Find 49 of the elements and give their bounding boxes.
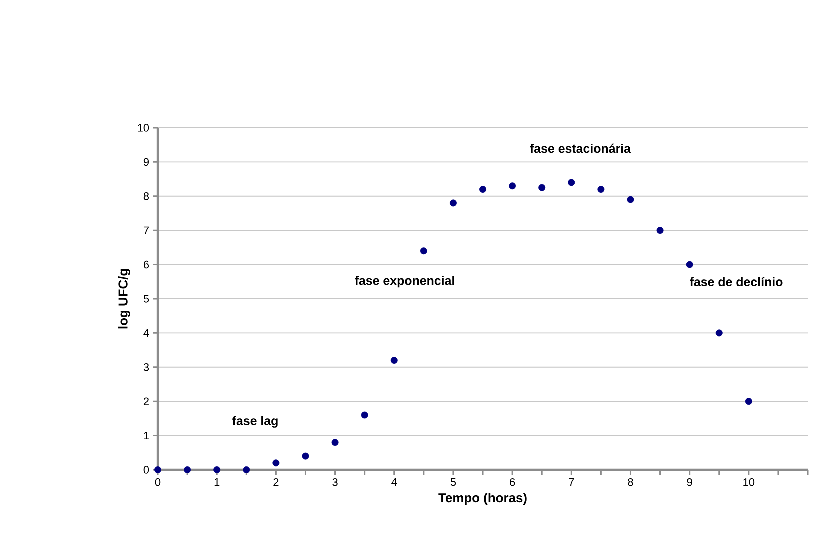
x-tick-label: 0	[155, 478, 161, 486]
x-tick-label: 2	[274, 478, 279, 486]
point	[302, 452, 310, 460]
point	[656, 227, 664, 234]
y-tick-label: 10	[138, 124, 150, 132]
x-axis-title: Tempo (horas)	[438, 493, 527, 506]
point	[390, 357, 398, 364]
y-axis-title: log UFC/g	[118, 269, 130, 329]
y-tick-label: 7	[144, 226, 149, 234]
x-tick-label: 3	[332, 478, 338, 486]
x-tick-label: 6	[510, 478, 516, 486]
x-tick-label: 9	[687, 478, 692, 486]
annotation: fase de declínio	[690, 277, 783, 287]
point	[568, 179, 576, 186]
point	[745, 398, 752, 406]
y-tick-label: 9	[144, 158, 149, 166]
y-tick-label: 6	[144, 260, 150, 269]
point	[243, 466, 250, 474]
y-tick-label: 8	[144, 192, 150, 200]
x-tick-label: 5	[450, 478, 456, 486]
point	[480, 186, 486, 194]
x-tick-label: 10	[744, 478, 755, 486]
y-tick-label: 4	[144, 329, 150, 337]
point	[214, 466, 221, 474]
y-tick-label: 1	[144, 432, 149, 440]
point	[509, 182, 516, 190]
point	[627, 196, 634, 204]
x-tick-label: 7	[569, 478, 574, 486]
point	[332, 439, 339, 446]
point	[686, 261, 694, 268]
point	[598, 186, 605, 194]
x-tick-label: 1	[214, 478, 220, 486]
y-tick-label: 2	[144, 398, 149, 406]
y-tick-label: 3	[144, 364, 150, 372]
point	[420, 248, 428, 255]
y-tick-label: 0	[144, 466, 150, 474]
point	[538, 184, 546, 192]
x-tick-label: 4	[392, 478, 398, 486]
annotation: fase exponencial	[355, 276, 454, 288]
point	[154, 466, 162, 474]
point	[450, 200, 457, 207]
point	[716, 330, 723, 337]
annotation: fase estacionária	[530, 144, 632, 154]
x-tick-label: 8	[628, 478, 634, 486]
point	[272, 460, 280, 467]
annotation: fase lag	[232, 416, 278, 428]
y-tick-label: 5	[144, 295, 150, 303]
point	[184, 466, 192, 474]
point	[361, 412, 368, 419]
